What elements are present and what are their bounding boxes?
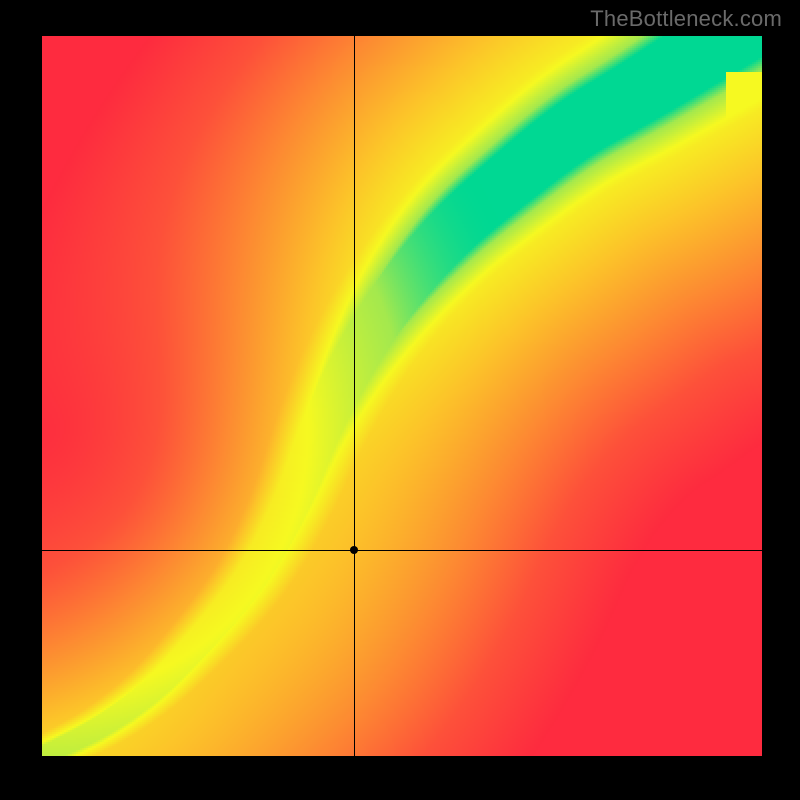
watermark-text: TheBottleneck.com [590,6,782,32]
crosshair-vertical [354,36,355,756]
heatmap-canvas [42,36,762,756]
bottleneck-heatmap [42,36,762,756]
crosshair-marker [350,546,358,554]
crosshair-horizontal [42,550,762,551]
